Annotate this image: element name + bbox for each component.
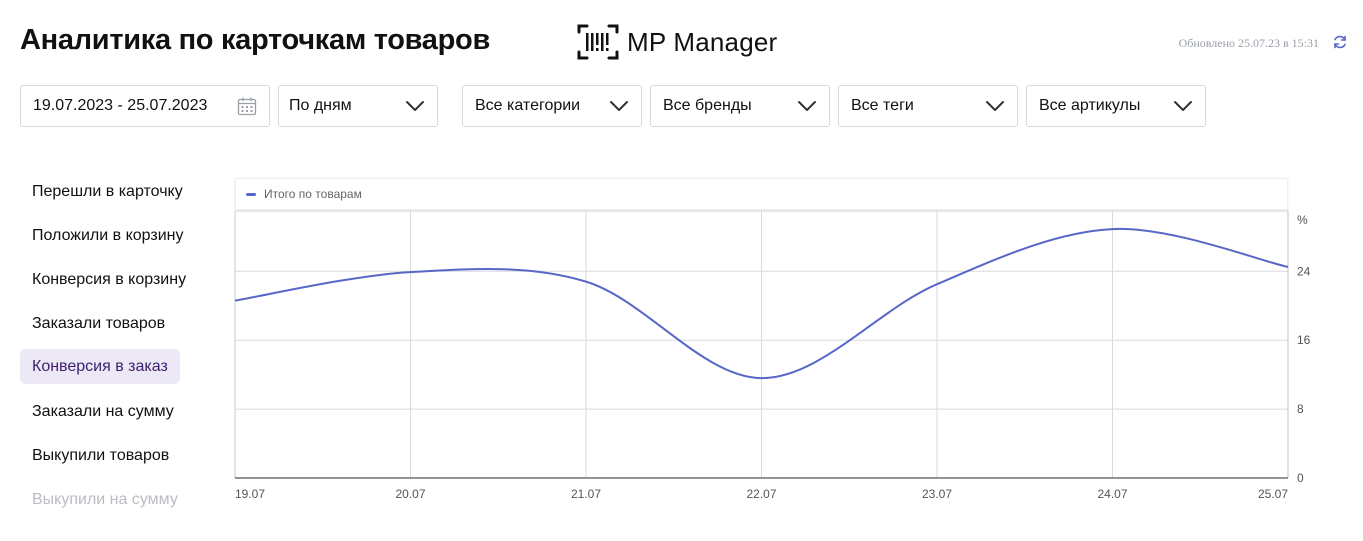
x-tick-label: 21.07 — [571, 487, 601, 501]
brand-value: Все бренды — [663, 97, 752, 114]
barcode-icon — [577, 24, 619, 60]
y-tick-label: 24 — [1297, 264, 1311, 278]
chevron-down-icon — [1174, 101, 1192, 111]
date-range-picker[interactable]: 19.07.2023 - 25.07.2023 — [20, 85, 270, 127]
article-select[interactable]: Все артикулы — [1026, 85, 1206, 127]
x-tick-label: 24.07 — [1097, 487, 1127, 501]
y-tick-label: 16 — [1297, 333, 1311, 347]
y-unit-label: % — [1297, 213, 1308, 227]
metric-item-cart-conversion[interactable]: Конверсия в корзину — [32, 270, 187, 288]
series-line — [234, 228, 1289, 380]
chevron-down-icon — [986, 101, 1004, 111]
chevron-down-icon — [406, 101, 424, 111]
period-value: По дням — [289, 97, 352, 114]
article-value: Все артикулы — [1039, 97, 1141, 114]
brand-logo: MP Manager — [577, 24, 777, 60]
x-tick-label: 20.07 — [395, 487, 425, 501]
chart-legend[interactable]: Итого по товарам — [235, 178, 1288, 210]
x-tick-label: 19.07 — [235, 487, 265, 501]
y-tick-label: 8 — [1297, 402, 1304, 416]
metric-item-added-to-cart[interactable]: Положили в корзину — [32, 226, 184, 244]
updated-timestamp: Обновлено 25.07.23 в 15:31 — [1178, 36, 1319, 50]
category-select[interactable]: Все категории — [462, 85, 642, 127]
legend-swatch — [246, 192, 256, 196]
metric-item-order-conversion[interactable]: Конверсия в заказ — [20, 349, 180, 384]
metric-item-ordered-sum[interactable]: Заказали на сумму — [32, 402, 174, 420]
chevron-down-icon — [798, 101, 816, 111]
chevron-down-icon — [610, 101, 628, 111]
metric-item-ordered-items[interactable]: Заказали товаров — [32, 314, 166, 332]
period-select[interactable]: По дням — [278, 85, 438, 127]
tag-select[interactable]: Все теги — [838, 85, 1018, 127]
metric-item-card-visits[interactable]: Перешли в карточку — [32, 182, 183, 200]
metric-item-bought-sum[interactable]: Выкупили на сумму — [32, 490, 178, 508]
brand-select[interactable]: Все бренды — [650, 85, 830, 127]
y-tick-label: 0 — [1297, 471, 1304, 485]
x-tick-label: 23.07 — [922, 487, 952, 501]
brand-name: MP Manager — [627, 26, 778, 57]
legend-label: Итого по товарам — [264, 187, 362, 201]
date-range-value: 19.07.2023 - 25.07.2023 — [33, 97, 208, 114]
tag-value: Все теги — [851, 97, 914, 114]
calendar-icon[interactable] — [237, 96, 257, 116]
x-tick-label: 25.07 — [1258, 487, 1288, 501]
category-value: Все категории — [475, 97, 581, 114]
refresh-icon[interactable] — [1332, 34, 1348, 50]
page-title: Аналитика по карточкам товаров — [20, 24, 490, 56]
metric-item-bought-items[interactable]: Выкупили товаров — [32, 446, 170, 464]
x-tick-label: 22.07 — [746, 487, 776, 501]
